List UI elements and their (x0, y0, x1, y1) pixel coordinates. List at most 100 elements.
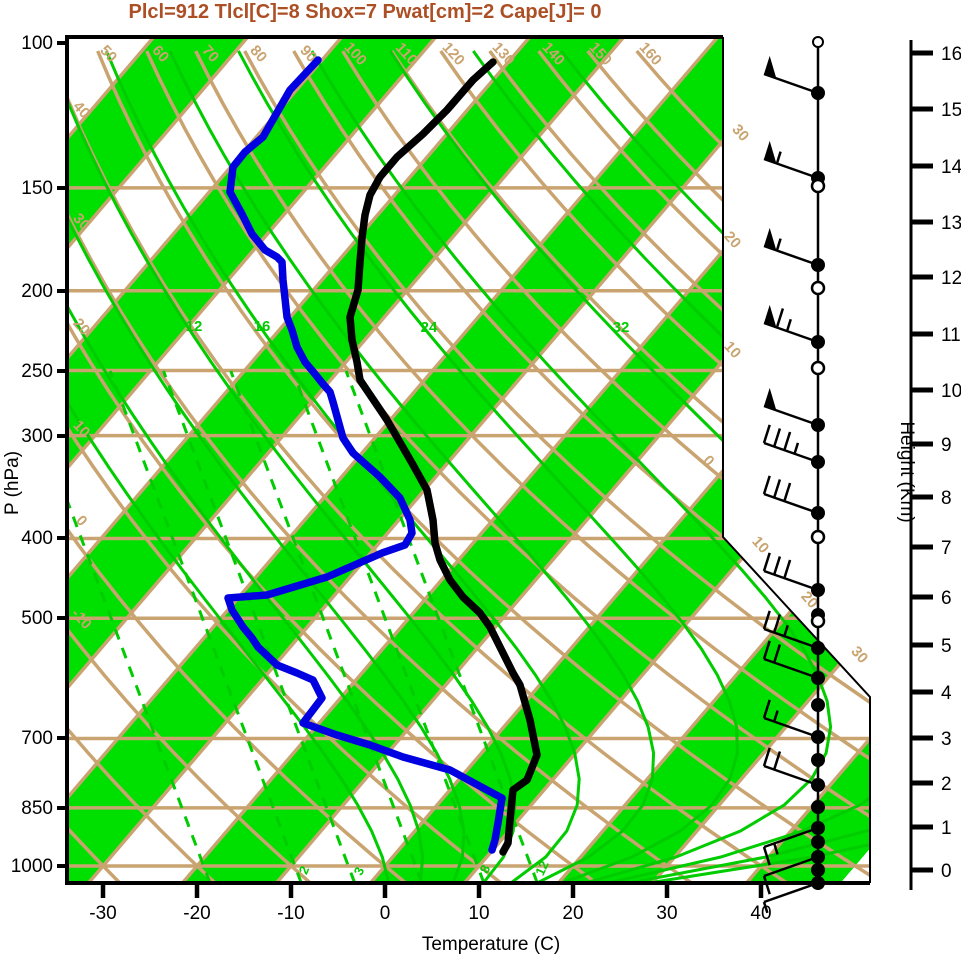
height-tick-label: 9 (941, 435, 952, 456)
height-tick-label: 12 (941, 268, 961, 289)
wind-barb (811, 753, 825, 767)
barb-shaft (763, 881, 819, 904)
level-dot-filled (811, 583, 825, 597)
pressure-axis-label: P (hPa) (2, 451, 23, 515)
height-axis-label: Height (Km) (896, 421, 917, 522)
barb-shaft (763, 321, 819, 344)
barb-flag (764, 55, 777, 79)
pressure-tick-label: 700 (21, 728, 53, 749)
height-tick-label: 0 (941, 861, 952, 882)
wind-barb (762, 475, 825, 520)
level-dot-filled (811, 671, 825, 685)
moist-adiabat (560, 50, 870, 883)
barb-half (775, 151, 782, 163)
dry-adiabat (292, 50, 870, 883)
dry-adiabat (243, 50, 870, 883)
dry-adiabat (537, 49, 870, 883)
wind-barb (762, 747, 825, 792)
pressure-tick-label: 250 (21, 361, 53, 382)
dry-adiabat (145, 50, 870, 883)
level-dot-open (810, 613, 826, 629)
level-dot-filled (811, 778, 825, 792)
level-dot-filled (811, 506, 825, 520)
wind-barb (811, 835, 825, 849)
level-dot-filled (811, 335, 825, 349)
moist-adiabat (67, 50, 391, 883)
barb-shaft (763, 157, 819, 180)
wind-barb (762, 821, 825, 866)
wind-barb (763, 387, 825, 432)
temperature-tick-label: -30 (89, 903, 116, 924)
isotherm-line (87, 37, 814, 883)
dry-adiabat-label: 120 (439, 39, 468, 69)
green-band (67, 37, 436, 883)
level-dot-filled (811, 455, 825, 469)
height-tick-label: 3 (941, 729, 952, 750)
isotherm-line (67, 37, 438, 883)
barb-shaft (763, 569, 819, 592)
level-dot-filled (811, 876, 825, 890)
barb-shaft (763, 404, 819, 427)
barb-shaft (763, 244, 819, 267)
pressure-tick-label: 400 (21, 528, 53, 549)
barb-half (786, 318, 792, 331)
pressure-tick-label: 100 (21, 33, 53, 54)
barb-full (762, 846, 771, 866)
level-dot-filled (811, 800, 825, 814)
wind-barb (762, 552, 825, 597)
level-dot-filled (811, 698, 825, 712)
level-dot-filled (811, 418, 825, 432)
height-tick-label: 13 (941, 213, 961, 234)
level-dot-filled (811, 821, 825, 835)
dry-adiabat (67, 50, 788, 883)
height-tick-label: 14 (941, 157, 961, 178)
wind-barb (810, 613, 826, 629)
height-tick-label: 11 (941, 325, 961, 346)
height-tick-label: 15 (941, 100, 961, 121)
barb-full (762, 875, 771, 895)
barb-full (772, 556, 782, 575)
wind-barb (811, 800, 825, 814)
wind-barb (762, 424, 825, 469)
moist-adiabat-exit-label: 10 (720, 338, 744, 362)
temperature-tick-label: 20 (562, 903, 583, 924)
barb-full (783, 482, 792, 502)
plot-border (65, 35, 871, 885)
temperature-tick-label: 40 (750, 903, 771, 924)
wind-barb (762, 610, 825, 655)
calm-circle-icon (812, 36, 824, 48)
dry-adiabat-label: 50 (96, 42, 120, 66)
isotherm-exit-label: 30 (847, 643, 871, 667)
barb-full (762, 424, 771, 444)
wind-barb (762, 850, 825, 895)
barb-shaft (763, 492, 819, 515)
height-tick-label: 5 (941, 636, 952, 657)
level-dot-open (810, 529, 826, 545)
green-band (67, 37, 812, 883)
dry-adiabat (488, 49, 870, 883)
level-dot-filled (811, 863, 825, 877)
wind-barb (811, 698, 825, 712)
moist-adiabat-exit-label: 20 (720, 228, 744, 252)
height-tick-label: 7 (941, 538, 952, 559)
pressure-tick-label: 200 (21, 281, 53, 302)
moist-adiabat-value-label: 16 (254, 318, 271, 335)
barb-full (762, 699, 771, 719)
isotherm-line (67, 37, 626, 883)
pressure-tick-label: 300 (21, 426, 53, 447)
wind-barb (810, 178, 826, 194)
height-tick-label: 10 (941, 381, 961, 402)
barb-full (772, 479, 782, 498)
moist-adiabat (237, 50, 739, 883)
dry-adiabat (67, 50, 693, 883)
dry-adiabat (67, 50, 217, 883)
dry-adiabat (194, 50, 870, 883)
barb-full (762, 552, 771, 572)
wind-barb (763, 227, 825, 272)
temperature-axis-label: Temperature (C) (422, 934, 560, 955)
height-tick-label: 8 (941, 488, 952, 509)
moist-adiabat-value-label: 32 (613, 319, 630, 336)
